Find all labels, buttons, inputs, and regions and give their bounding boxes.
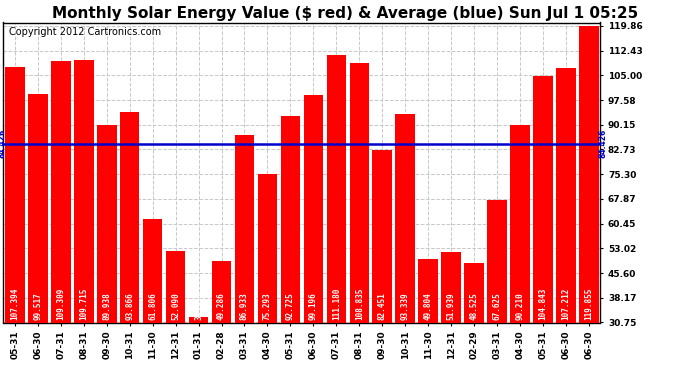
Bar xyxy=(304,94,323,322)
Bar xyxy=(373,150,392,322)
Bar xyxy=(281,116,300,322)
Bar xyxy=(418,259,438,322)
Bar xyxy=(51,61,70,322)
Text: 107.394: 107.394 xyxy=(10,288,19,320)
Text: 61.806: 61.806 xyxy=(148,292,157,320)
Bar xyxy=(143,219,162,322)
Text: 90.210: 90.210 xyxy=(515,292,524,320)
Text: 108.835: 108.835 xyxy=(355,288,364,320)
Bar xyxy=(74,60,94,322)
Text: 49.286: 49.286 xyxy=(217,292,226,320)
Bar xyxy=(326,55,346,322)
Text: 52.090: 52.090 xyxy=(171,292,180,320)
Bar xyxy=(189,317,208,322)
Text: 109.715: 109.715 xyxy=(79,288,88,320)
Text: 89.938: 89.938 xyxy=(102,292,111,320)
Text: 49.804: 49.804 xyxy=(424,292,433,320)
Text: 84.426: 84.426 xyxy=(598,129,607,158)
Text: 111.180: 111.180 xyxy=(332,288,341,320)
Text: 107.212: 107.212 xyxy=(562,288,571,320)
Text: 119.855: 119.855 xyxy=(584,288,593,320)
Bar xyxy=(28,93,48,322)
Text: 104.843: 104.843 xyxy=(538,288,547,320)
Text: 93.866: 93.866 xyxy=(125,292,135,320)
Bar xyxy=(166,252,186,322)
Bar xyxy=(235,135,254,322)
Text: 51.939: 51.939 xyxy=(446,292,455,320)
Text: Monthly Solar Energy Value ($ red) & Average (blue) Sun Jul 1 05:25: Monthly Solar Energy Value ($ red) & Ave… xyxy=(52,6,638,21)
Text: 84.426: 84.426 xyxy=(0,129,7,158)
Text: 67.625: 67.625 xyxy=(493,292,502,320)
Bar xyxy=(442,252,461,322)
Bar xyxy=(97,126,117,322)
Bar xyxy=(395,114,415,322)
Text: 32.493: 32.493 xyxy=(194,292,203,320)
Text: 75.293: 75.293 xyxy=(263,292,272,320)
Bar xyxy=(487,200,506,322)
Text: Copyright 2012 Cartronics.com: Copyright 2012 Cartronics.com xyxy=(10,27,161,37)
Bar xyxy=(464,263,484,322)
Bar xyxy=(350,63,369,322)
Bar xyxy=(5,68,25,322)
Text: 48.525: 48.525 xyxy=(469,292,479,320)
Text: 99.517: 99.517 xyxy=(33,292,42,320)
Text: 86.933: 86.933 xyxy=(240,292,249,320)
Bar xyxy=(556,68,575,322)
Text: 109.309: 109.309 xyxy=(57,288,66,320)
Bar xyxy=(579,26,599,322)
Bar xyxy=(257,174,277,322)
Text: 82.451: 82.451 xyxy=(377,292,386,320)
Text: 92.725: 92.725 xyxy=(286,292,295,320)
Bar xyxy=(510,124,530,322)
Text: 93.339: 93.339 xyxy=(401,292,410,320)
Bar xyxy=(212,261,231,322)
Bar xyxy=(120,112,139,322)
Bar xyxy=(533,76,553,322)
Text: 99.196: 99.196 xyxy=(309,292,318,320)
